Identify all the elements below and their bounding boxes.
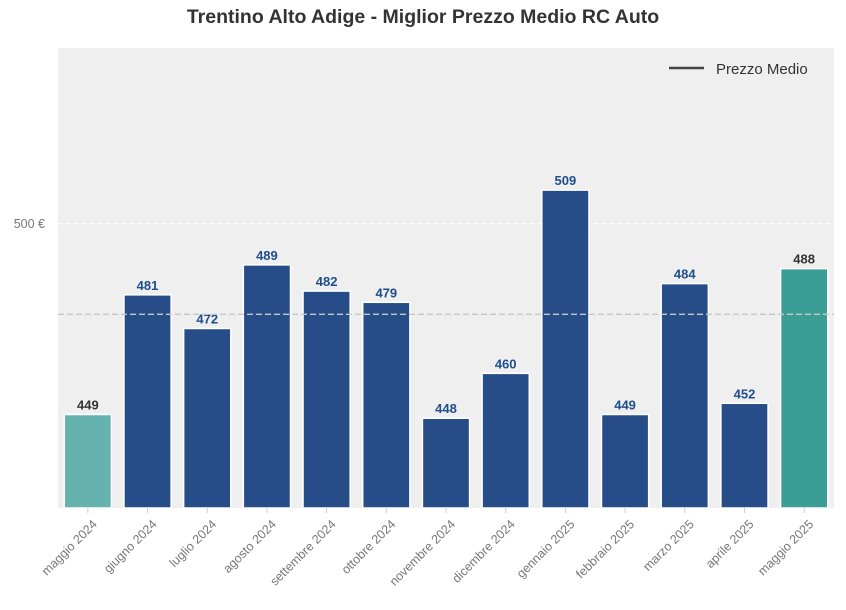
x-tick-label: maggio 2025 [755, 517, 816, 578]
bar-value-label: 489 [256, 248, 278, 263]
bar [481, 372, 531, 509]
chart-title: Trentino Alto Adige - Miglior Prezzo Med… [186, 6, 660, 28]
bar-value-label: 448 [435, 401, 457, 416]
bar [123, 294, 172, 509]
y-tick-label: 500 € [14, 217, 45, 231]
bar-value-label: 472 [196, 311, 218, 326]
bar [541, 189, 590, 509]
bar [63, 413, 113, 509]
x-tick-label: febbraio 2025 [573, 517, 637, 581]
bar [182, 327, 232, 509]
x-tick-label: marzo 2025 [640, 517, 697, 574]
bar-value-label: 509 [555, 173, 577, 188]
bar-value-label: 482 [316, 274, 338, 289]
x-tick-label: ottobre 2024 [339, 517, 399, 577]
bar-value-label: 484 [674, 267, 696, 282]
bar-value-label: 479 [375, 285, 397, 300]
bar-value-label: 449 [77, 398, 99, 413]
x-tick-label: gennaio 2025 [514, 517, 578, 581]
x-tick-label: agosto 2024 [220, 517, 279, 576]
bar-value-label: 452 [734, 386, 756, 401]
x-tick-label: maggio 2024 [39, 517, 100, 578]
bar [242, 264, 292, 509]
bar [302, 290, 351, 509]
bar-value-label: 449 [614, 398, 636, 413]
bar-value-label: 488 [793, 252, 815, 267]
bar-value-label: 460 [495, 356, 517, 371]
bar [779, 267, 829, 509]
bar [421, 417, 471, 509]
x-tick-label: luglio 2024 [167, 517, 220, 570]
x-tick-label: dicembre 2024 [449, 517, 517, 585]
bar [361, 301, 411, 509]
bar-value-label: 481 [137, 278, 159, 293]
bar [720, 402, 769, 509]
x-tick-label: giugno 2024 [101, 517, 160, 576]
bar [600, 413, 650, 509]
legend-label: Prezzo Medio [716, 61, 808, 78]
x-tick-label: aprile 2025 [703, 517, 757, 571]
bar [660, 282, 710, 509]
